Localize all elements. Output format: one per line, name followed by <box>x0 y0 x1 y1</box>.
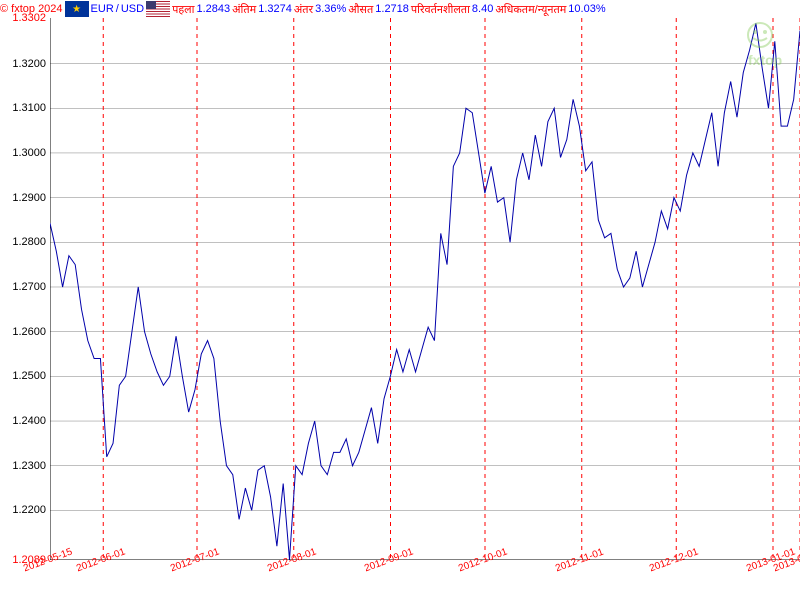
y-tick-label: 1.2800 <box>12 236 46 248</box>
y-tick-label: 1.2300 <box>12 460 46 472</box>
label-diff: अंतर <box>294 2 313 17</box>
y-tick-label: 1.3000 <box>12 147 46 159</box>
chart-header: © fxtop 2024 ★ EUR / USD पहला 1.2843 अंत… <box>0 0 800 18</box>
value-last: 1.3274 <box>258 3 292 15</box>
y-axis-labels: 1.33021.22001.23001.24001.25001.26001.27… <box>0 18 48 560</box>
watermark-icon: fxtop <box>740 20 800 70</box>
us-flag-icon <box>146 1 170 17</box>
y-tick-label: 1.2600 <box>12 326 46 338</box>
value-minmax: 10.03% <box>568 3 605 15</box>
x-axis-labels: 2012-05-152012-06-012012-07-012012-08-01… <box>50 560 800 600</box>
label-first: पहला <box>172 2 194 17</box>
label-vol: परिवर्तनशीलता <box>411 2 470 17</box>
value-vol: 8.40 <box>472 3 493 15</box>
value-diff: 3.36% <box>315 3 346 15</box>
value-avg: 1.2718 <box>375 3 409 15</box>
value-first: 1.2843 <box>196 3 230 15</box>
y-tick-label: 1.2700 <box>12 281 46 293</box>
y-tick-label: 1.2500 <box>12 370 46 382</box>
y-tick-label: 1.3200 <box>12 58 46 70</box>
label-avg: औसत <box>348 2 373 17</box>
pair-quote: USD <box>121 3 144 15</box>
label-minmax: अधिकतम/न्यूनतम <box>495 2 566 17</box>
eu-flag-icon: ★ <box>65 1 89 17</box>
y-tick-label: 1.2200 <box>12 504 46 516</box>
y-tick-label: 1.2900 <box>12 192 46 204</box>
svg-text:fxtop: fxtop <box>748 52 782 68</box>
y-tick-label: 1.3100 <box>12 102 46 114</box>
pair-sep: / <box>116 3 119 15</box>
y-tick-label: 1.3302 <box>12 12 46 24</box>
chart-svg <box>50 18 800 560</box>
pair-base: EUR <box>91 3 114 15</box>
label-last: अंतिम <box>232 2 256 17</box>
chart-plot-area <box>50 18 800 560</box>
y-tick-label: 1.2400 <box>12 415 46 427</box>
